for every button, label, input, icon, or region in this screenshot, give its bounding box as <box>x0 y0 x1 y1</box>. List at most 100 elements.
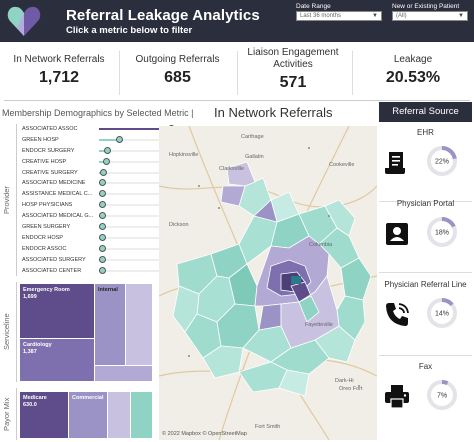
provider-row[interactable]: ASSISTANCE MEDICAL C... <box>22 189 171 200</box>
kpi-value: 685 <box>164 69 191 86</box>
provider-bar <box>99 138 120 141</box>
map-hotspot[interactable] <box>291 276 301 284</box>
provider-row[interactable]: ENDOCR HOSP <box>22 233 171 244</box>
referral-source-physician-referral-line[interactable]: Physician Referral Line 14% <box>379 276 472 354</box>
provider-dot[interactable] <box>102 157 110 165</box>
date-range-label: Date Range <box>296 3 331 10</box>
treemap-other[interactable] <box>131 392 152 438</box>
provider-row[interactable]: ENDOCR SURGERY <box>22 146 171 157</box>
panel-divider <box>379 201 472 202</box>
provider-row[interactable]: ASSOCIATED MEDICINE <box>22 178 171 189</box>
provider-dot[interactable] <box>98 212 106 220</box>
provider-row[interactable]: GREEN SURGERY <box>22 222 171 233</box>
date-range-value: Last 36 months <box>300 13 342 19</box>
provider-dot[interactable] <box>98 201 106 209</box>
printer-icon <box>385 385 409 409</box>
provider-bar-track <box>99 236 171 239</box>
kpi-outgoing-referrals[interactable]: Outgoing Referrals 685 <box>120 54 235 108</box>
gauge-physician-referral-line: 14% <box>427 298 457 328</box>
treemap-other[interactable] <box>126 284 152 365</box>
svg-text:Clarksville: Clarksville <box>219 166 244 172</box>
treemap-internal[interactable]: Internal <box>95 284 125 365</box>
panel-divider <box>379 272 472 273</box>
referral-source-label: Physician Referral Line <box>384 280 467 289</box>
treemap-commercial[interactable]: Commercial <box>69 392 107 438</box>
treemap-label: Commercial <box>72 395 104 401</box>
provider-label: CREATIVE SURGERY <box>22 169 78 176</box>
kpi-label: Leakage <box>393 54 433 65</box>
map-regions[interactable] <box>172 161 372 397</box>
dashboard-title: Referral Leakage Analytics <box>66 7 260 24</box>
referral-source-physician-portal[interactable]: Physician Portal 18% <box>379 195 472 273</box>
provider-row[interactable]: ASSOCIATED MEDICAL G... <box>22 211 171 222</box>
provider-dot[interactable] <box>98 266 106 274</box>
provider-row[interactable]: ASSOCIATED SURGERY <box>22 255 171 266</box>
kpi-label: Outgoing Referrals <box>135 54 220 65</box>
map-place-labels: Carthage Gallatin Hopkinsville Clarksvil… <box>169 134 363 430</box>
provider-row[interactable]: ENDOCR ASSOC <box>22 244 171 255</box>
provider-dot[interactable] <box>99 168 107 176</box>
kpi-in-network-referrals[interactable]: In Network Referrals 1,712 <box>0 54 118 108</box>
treemap-other[interactable] <box>108 392 130 438</box>
svg-text:18%: 18% <box>435 230 449 237</box>
kpi-leakage[interactable]: Leakage 20.53% <box>353 54 473 108</box>
kpi-label-line2: Activities <box>273 59 313 70</box>
provider-bar-track <box>99 171 171 174</box>
treemap-medicare[interactable]: Medicare 630.0 <box>20 392 68 438</box>
provider-row[interactable]: CREATIVE HOSP <box>22 157 171 168</box>
dashboard-header: Referral Leakage Analytics Click a metri… <box>0 0 474 42</box>
provider-label: ENDOCR HOSP <box>22 234 63 241</box>
kpi-value: 1,712 <box>38 69 80 86</box>
provider-bar-track <box>99 258 171 261</box>
provider-row[interactable]: HOSP PHYSICIANS <box>22 200 171 211</box>
provider-dot[interactable] <box>115 135 123 143</box>
chevron-down-icon: ▼ <box>372 13 378 19</box>
treemap-label: Medicare 630.0 <box>23 395 47 408</box>
treemap-label: Internal <box>98 287 118 293</box>
provider-label: ASSOCIATED ASSOC <box>22 126 78 132</box>
svg-text:Gallatin: Gallatin <box>245 154 264 160</box>
map-canvas[interactable]: Carthage Gallatin Hopkinsville Clarksvil… <box>159 126 377 440</box>
provider-dot[interactable] <box>98 223 106 231</box>
provider-dot[interactable] <box>98 190 106 198</box>
provider-dot[interactable] <box>98 233 106 241</box>
provider-label: GREEN HOSP <box>22 136 59 143</box>
patient-type-select[interactable]: (All) ▼ <box>392 11 468 21</box>
provider-dot[interactable] <box>98 255 106 263</box>
provider-bar-track <box>99 149 171 152</box>
referral-map[interactable]: Carthage Gallatin Hopkinsville Clarksvil… <box>159 126 377 440</box>
provider-bar-track <box>99 204 171 207</box>
provider-label: ASSOCIATED SURGERY <box>22 256 86 263</box>
provider-label: ENDOCR SURGERY <box>22 147 75 154</box>
date-range-filter[interactable]: Date Range Last 36 months ▼ <box>296 3 382 21</box>
treemap-emergency-room[interactable]: Emergency Room 1,699 <box>20 284 94 338</box>
svg-text:Carthage: Carthage <box>241 134 264 140</box>
referral-source-ehr[interactable]: EHR 22% <box>379 124 472 202</box>
provider-dot[interactable] <box>98 244 106 252</box>
provider-list: ASSOCIATED ASSOC GREEN HOSP ENDOCR SURGERY… <box>22 124 175 277</box>
kpi-value: 571 <box>279 74 307 91</box>
kpi-divider <box>352 51 353 95</box>
provider-row[interactable]: CREATIVE SURGERY <box>22 168 171 179</box>
referral-source-fax[interactable]: Fax 7% <box>379 358 472 436</box>
svg-text:Dickson: Dickson <box>169 222 189 228</box>
provider-row[interactable]: GREEN HOSP <box>22 135 171 146</box>
panel-divider <box>16 388 17 440</box>
provider-row[interactable]: ASSOCIATED ASSOC <box>22 124 175 135</box>
panel-divider <box>379 355 472 356</box>
provider-label: CREATIVE HOSP <box>22 158 67 165</box>
provider-dot[interactable] <box>104 146 112 154</box>
provider-bar-track <box>99 160 171 163</box>
provider-label: ASSOCIATED MEDICAL G... <box>22 213 94 220</box>
provider-dot[interactable] <box>99 179 107 187</box>
provider-row[interactable]: ASSOCIATED CENTER <box>22 266 171 277</box>
provider-label: HOSP PHYSICIANS <box>22 202 73 209</box>
patient-type-filter[interactable]: New or Existing Patient (All) ▼ <box>392 3 468 21</box>
provider-label: GREEN SURGERY <box>22 224 71 231</box>
kpi-liaison-engagement[interactable]: Liaison Engagement Activities 571 <box>238 47 348 101</box>
treemap-other[interactable] <box>95 366 152 381</box>
date-range-select[interactable]: Last 36 months ▼ <box>296 11 382 21</box>
provider-label: ASSISTANCE MEDICAL C... <box>22 191 93 198</box>
svg-text:Fort Smith: Fort Smith <box>255 424 280 430</box>
treemap-cardiology[interactable]: Cardiology 1,387 <box>20 339 94 381</box>
